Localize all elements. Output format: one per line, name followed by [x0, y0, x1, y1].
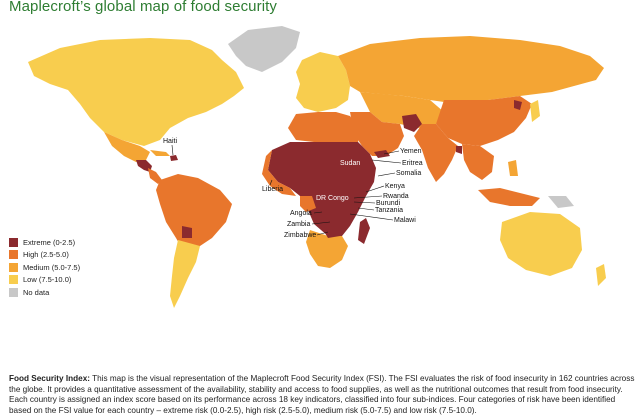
region-afghanistan: [402, 114, 422, 132]
region-north-korea: [514, 100, 522, 110]
region-madagascar: [358, 218, 370, 244]
region-india: [414, 124, 458, 182]
region-indonesia: [478, 188, 540, 206]
region-greenland: [228, 26, 300, 72]
region-south-america-south: [170, 240, 200, 308]
label-zambia: Zambia: [287, 221, 310, 228]
legend-label-high: High (2.5-5.0): [23, 250, 69, 260]
region-haiti: [170, 155, 178, 161]
label-yemen: Yemen: [400, 148, 422, 155]
region-china: [436, 96, 532, 146]
label-sudan: Sudan: [340, 160, 360, 167]
label-liberia: Liberia: [262, 186, 283, 193]
label-kenya: Kenya: [385, 183, 405, 190]
map-legend: Extreme (0-2.5) High (2.5-5.0) Medium (5…: [9, 236, 80, 299]
world-map: Haiti Sudan Yemen Eritrea Somalia Liberi…: [28, 26, 606, 308]
legend-label-medium: Medium (5.0-7.5): [23, 262, 81, 272]
region-north-america: [28, 38, 244, 146]
region-cuba: [150, 150, 170, 156]
region-central-asia: [360, 92, 444, 128]
label-haiti: Haiti: [163, 138, 177, 145]
region-bangladesh: [456, 146, 462, 154]
label-eritrea: Eritrea: [402, 160, 423, 167]
legend-swatch-high: [9, 250, 18, 260]
label-tanzania: Tanzania: [375, 207, 403, 214]
region-philippines: [508, 160, 518, 176]
region-central-africa-west: [300, 196, 316, 212]
legend-high: High (2.5-5.0): [9, 249, 80, 262]
region-middle-east: [350, 112, 404, 156]
legend-swatch-medium: [9, 262, 18, 272]
region-zimbabwe: [322, 226, 340, 238]
label-angola: Angola: [290, 210, 312, 217]
label-rwanda: Rwanda: [383, 193, 409, 200]
map-title: Maplecroft’s global map of food security: [9, 0, 278, 15]
region-europe: [296, 52, 350, 112]
description-text: Food Security Index: This map is the vis…: [9, 374, 637, 416]
legend-swatch-no-data: [9, 287, 18, 297]
legend-swatch-low: [9, 275, 18, 285]
legend-extreme: Extreme (0-2.5): [9, 236, 80, 249]
region-australia: [500, 212, 582, 276]
legend-swatch-extreme: [9, 237, 18, 247]
region-north-africa: [288, 112, 360, 142]
region-yemen: [374, 150, 390, 158]
region-sahel-africa: [268, 142, 376, 236]
legend-medium: Medium (5.0-7.5): [9, 261, 80, 274]
legend-label-low: Low (7.5-10.0): [23, 275, 72, 285]
region-russia: [338, 36, 604, 104]
label-burundi: Burundi: [376, 200, 401, 207]
region-central-america: [136, 160, 152, 172]
region-japan: [530, 100, 540, 122]
region-new-zealand: [596, 264, 606, 286]
description-body: This map is the visual representation of…: [9, 374, 635, 415]
region-png: [548, 196, 574, 208]
legend-label-no-data: No data: [23, 287, 50, 297]
region-bolivia: [182, 226, 192, 238]
region-mexico: [104, 132, 150, 162]
label-zimbabwe: Zimbabwe: [284, 232, 316, 239]
region-south-america-north: [156, 174, 232, 252]
label-malawi: Malawi: [394, 217, 416, 224]
region-central-america-south: [148, 168, 162, 184]
region-southern-africa: [306, 230, 348, 268]
region-southeast-asia: [462, 144, 494, 180]
description-heading: Food Security Index:: [9, 374, 90, 383]
legend-no-data: No data: [9, 286, 80, 299]
legend-low: Low (7.5-10.0): [9, 274, 80, 287]
legend-label-extreme: Extreme (0-2.5): [23, 237, 76, 247]
label-dr-congo: DR Congo: [316, 195, 349, 202]
label-somalia: Somalia: [396, 170, 421, 177]
